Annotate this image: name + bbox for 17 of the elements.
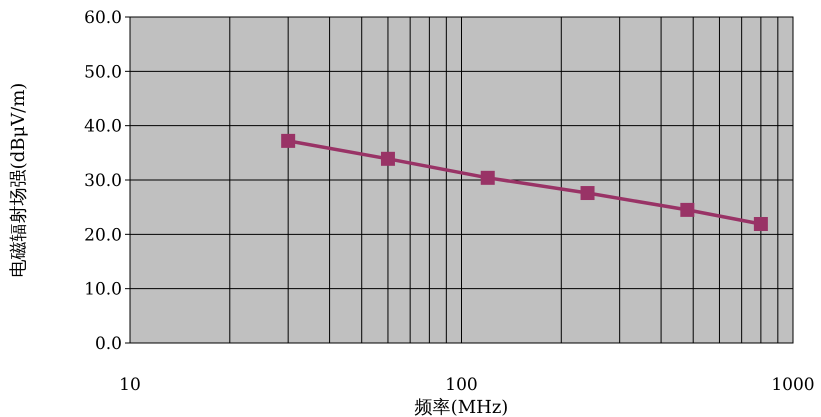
y-tick-label: 40.0: [84, 116, 122, 137]
x-tick-label: 10: [119, 375, 141, 395]
point: [380, 152, 395, 166]
x-tick-label: 100: [445, 375, 478, 395]
point: [480, 170, 495, 185]
point: [281, 134, 296, 148]
point: [580, 186, 595, 200]
y-axis-title: 电磁辐射场强(dBμV/m): [8, 82, 29, 278]
y-tick-label: 50.0: [84, 62, 122, 82]
y-tick-label: 0.0: [94, 334, 122, 354]
point: [680, 202, 694, 217]
x-axis-title: 频率(MHz): [414, 397, 508, 417]
y-tick-label: 20.0: [84, 225, 122, 246]
y-tick-label: 10.0: [84, 280, 122, 300]
y-tick-label: 60.0: [84, 8, 122, 28]
y-tick-label: 30.0: [84, 171, 122, 191]
x-tick-label: 1000: [771, 375, 815, 395]
